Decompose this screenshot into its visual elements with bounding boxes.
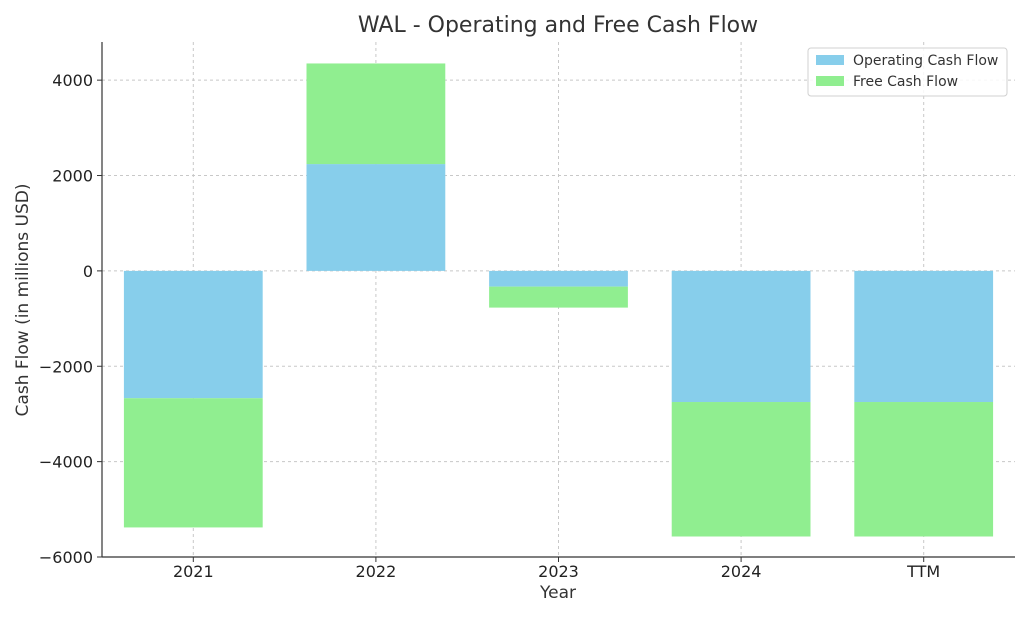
bar-operating-cash-flow-2022 <box>306 164 446 271</box>
y-tick-label: −2000 <box>39 357 93 376</box>
legend-swatch <box>816 55 844 65</box>
y-tick-label: 4000 <box>52 71 93 90</box>
x-tick-label: 2023 <box>538 562 579 581</box>
x-tick-label: 2022 <box>356 562 397 581</box>
bar-operating-cash-flow-2021 <box>123 270 263 399</box>
axes <box>97 42 1015 562</box>
x-tick-label: 2021 <box>173 562 214 581</box>
bar-operating-cash-flow-ttm <box>854 270 994 403</box>
bar-operating-cash-flow-2024 <box>671 270 811 403</box>
y-tick-label: −6000 <box>39 548 93 567</box>
y-axis-title: Cash Flow (in millions USD) <box>13 184 33 417</box>
tick-labels: 4000 2000 0 −2000 −4000 −6000 2021 2022 2023 2024… <box>39 71 940 581</box>
bar-free-cash-flow-ttm <box>854 402 994 537</box>
legend-box <box>807 47 1008 97</box>
bars <box>123 63 994 537</box>
legend-swatch <box>816 76 844 86</box>
bar-free-cash-flow-2024 <box>671 402 811 537</box>
legend-label: Operating Cash Flow <box>853 53 998 69</box>
legend: Operating Cash Flow Free Cash Flow <box>807 47 1008 97</box>
x-tick-label: 2024 <box>721 562 762 581</box>
bar-free-cash-flow-2022 <box>306 63 446 165</box>
legend-label: Free Cash Flow <box>853 74 958 90</box>
chart-title: WAL - Operating and Free Cash Flow <box>358 13 758 38</box>
bar-operating-cash-flow-2023 <box>489 270 628 287</box>
bar-free-cash-flow-2021 <box>123 398 263 528</box>
y-tick-label: 2000 <box>52 167 93 186</box>
x-axis-title: Year <box>539 583 576 603</box>
y-tick-label: 0 <box>83 262 93 281</box>
y-tick-label: −4000 <box>39 453 93 472</box>
bar-free-cash-flow-2023 <box>489 286 628 308</box>
x-tick-label: TTM <box>906 562 940 581</box>
